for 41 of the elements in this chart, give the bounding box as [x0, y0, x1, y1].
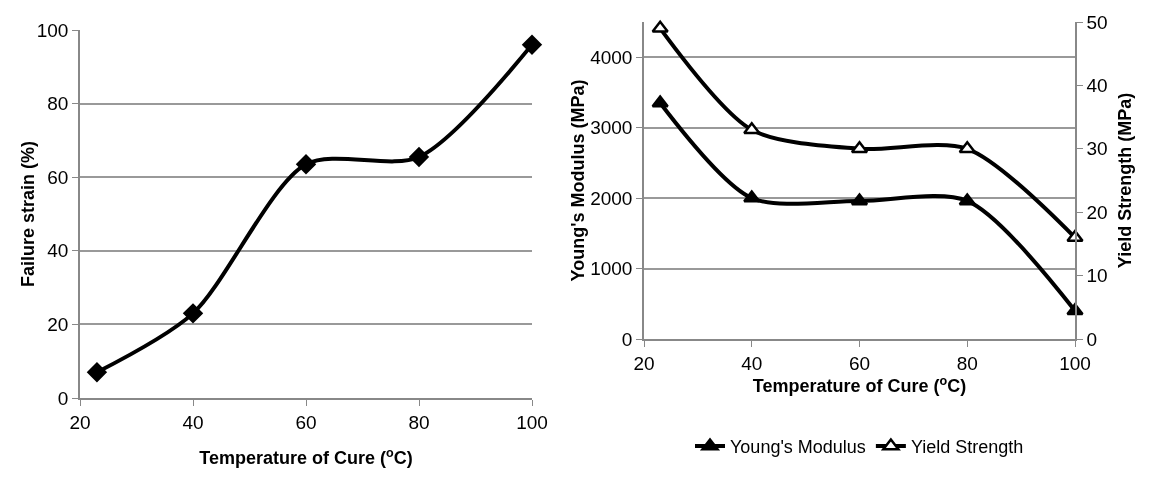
- legend-label: Yield Strength: [910, 436, 1024, 457]
- y-tick-label: 20: [47, 314, 69, 336]
- x-tick-label: 80: [956, 352, 978, 374]
- x-tick-label: 100: [516, 411, 548, 433]
- x-tick-label: 40: [182, 411, 204, 433]
- y2-tick-label: 0: [1086, 328, 1098, 350]
- point: [409, 147, 429, 167]
- x-tick-label: 100: [1059, 352, 1091, 374]
- y2-tick-label: 20: [1086, 201, 1108, 223]
- x-tick-label: 40: [741, 352, 763, 374]
- y-tick-label: 0: [57, 387, 69, 409]
- y-tick-label: 0: [621, 328, 633, 350]
- x-tick-label: 60: [295, 411, 317, 433]
- y-tick-label: 4000: [590, 46, 633, 68]
- y2-tick-label: 40: [1086, 75, 1108, 97]
- point: [183, 303, 203, 324]
- y-tick-label: 80: [47, 93, 69, 115]
- y-axis-title: Failure strain (%): [17, 140, 38, 288]
- x-tick-label: 20: [69, 411, 91, 433]
- y2-tick-label: 10: [1086, 265, 1108, 287]
- x-axis-title: Temperature of Cure ($^{o}$C): [199, 445, 413, 469]
- y-tick-label: 100: [36, 19, 69, 41]
- y2-tick-label: 30: [1086, 138, 1108, 160]
- y-tick-label: 40: [47, 240, 69, 262]
- point: [651, 20, 669, 33]
- point: [296, 154, 316, 175]
- x-axis-title: Temperature of Cure ($^{o}$C): [752, 373, 967, 397]
- y2-axis-title: Yield Strength (MPa): [1114, 92, 1135, 269]
- x-tick-label: 20: [633, 352, 655, 374]
- legend-label: Young's Modulus: [730, 436, 866, 457]
- y-tick-label: 1000: [590, 258, 633, 280]
- y-tick-label: 2000: [590, 187, 633, 209]
- x-tick-label: 80: [408, 411, 430, 433]
- y-axis-title: Young's Modulus (MPa): [568, 79, 589, 282]
- y-tick-label: 3000: [590, 117, 633, 139]
- y2-tick-label: 50: [1086, 11, 1108, 33]
- point: [522, 35, 542, 55]
- y-tick-label: 60: [47, 166, 69, 188]
- x-tick-label: 60: [848, 352, 871, 374]
- point: [87, 362, 107, 382]
- point: [651, 95, 669, 108]
